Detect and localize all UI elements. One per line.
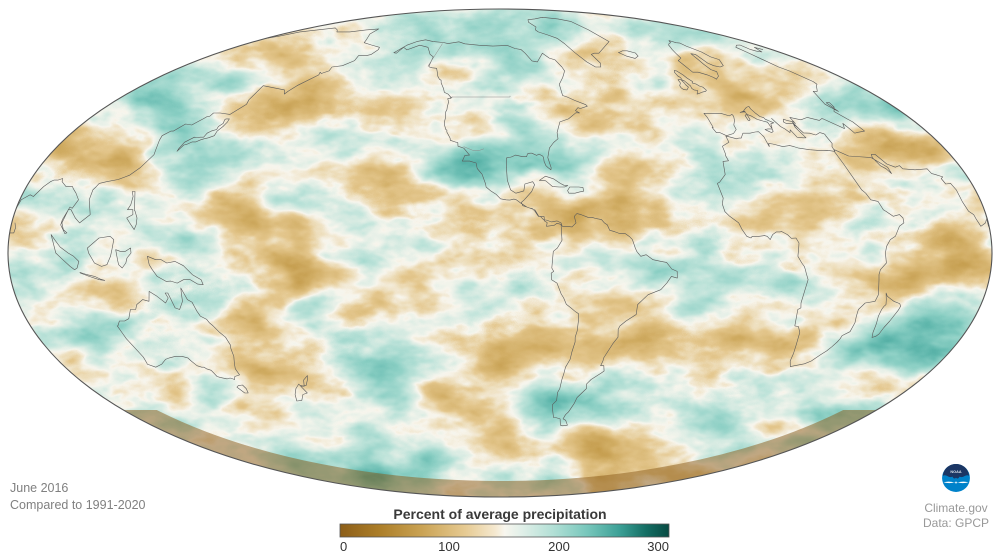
svg-text:100: 100 xyxy=(438,539,460,554)
svg-text:NOAA: NOAA xyxy=(950,470,962,474)
svg-text:0: 0 xyxy=(340,539,347,554)
svg-text:200: 200 xyxy=(548,539,570,554)
svg-text:300: 300 xyxy=(647,539,669,554)
